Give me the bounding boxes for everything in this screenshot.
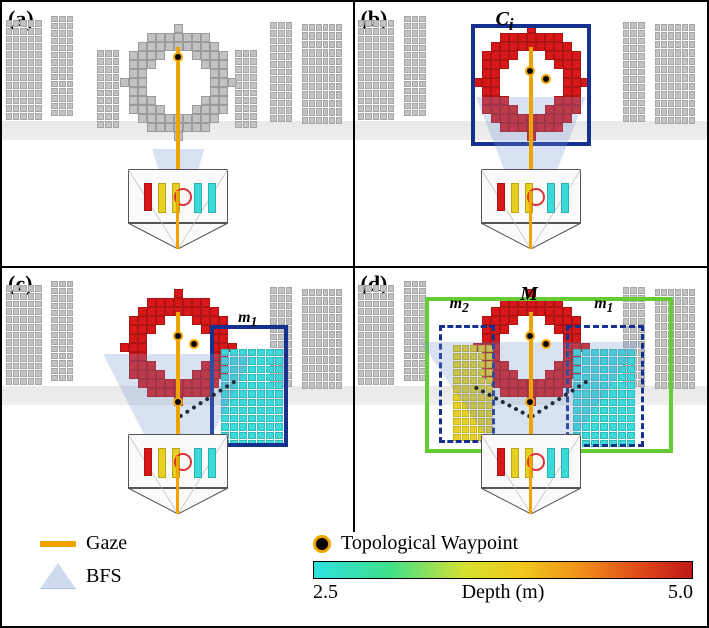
annotation-ci-main: C — [496, 8, 509, 30]
annotation-m1-d-main: m — [594, 295, 606, 312]
annotation-m2: m2 — [450, 295, 469, 316]
camera-mini-d — [471, 434, 591, 514]
waypoint-c-top — [173, 331, 183, 341]
colorbar-label: Depth (m) — [462, 581, 545, 604]
legend-waypoint-label: Topological Waypoint — [341, 532, 518, 555]
colorbar — [313, 561, 693, 579]
legend-colorbar: 2.5 Depth (m) 5.0 — [313, 561, 693, 604]
panel-a: (a) — [2, 2, 355, 267]
camera-mini-b — [471, 169, 591, 249]
annotation-ci: Ci — [496, 8, 514, 35]
panel-d: (d) m2 M m1 — [355, 267, 708, 532]
legend-bfs-label: BFS — [86, 565, 122, 588]
annotation-m1-d-sub: 1 — [607, 300, 614, 315]
waypoint-a — [173, 52, 183, 62]
waypoint-b — [525, 66, 535, 76]
waypoint-d-top — [525, 331, 535, 341]
figure-root: (a) (b) Ci (c) m1 — [0, 0, 709, 628]
annotation-m1-c: m1 — [238, 309, 257, 330]
legend-gaze-label: Gaze — [86, 532, 127, 555]
waypoint-d-low — [525, 397, 535, 407]
legend-bfs-swatch — [40, 563, 76, 589]
legend: Gaze BFS Topological Waypoint 2.5 Depth … — [10, 532, 699, 620]
annotation-M: M — [520, 283, 538, 306]
panel-b: (b) Ci — [355, 2, 708, 267]
annotation-m1-c-sub: 1 — [251, 314, 258, 329]
annotation-ci-sub: i — [509, 15, 514, 34]
legend-gaze-swatch — [40, 541, 76, 547]
colorbar-min: 2.5 — [313, 581, 338, 604]
waypoint-c-2 — [189, 339, 199, 349]
legend-bfs: BFS — [40, 563, 127, 589]
annotation-m2-main: m — [450, 295, 462, 312]
colorbar-max: 5.0 — [668, 581, 693, 604]
annotation-m1-c-main: m — [238, 309, 250, 326]
legend-gaze: Gaze — [40, 532, 127, 555]
legend-waypoint-swatch — [313, 535, 331, 553]
divider-horizontal — [2, 266, 707, 268]
panel-c: (c) m1 — [2, 267, 355, 532]
annotation-m2-sub: 2 — [462, 300, 469, 315]
camera-mini-a — [118, 169, 238, 249]
waypoint-c-low — [173, 397, 183, 407]
legend-waypoint: Topological Waypoint — [313, 532, 693, 555]
annotation-m1-d: m1 — [594, 295, 613, 316]
camera-mini-c — [118, 434, 238, 514]
